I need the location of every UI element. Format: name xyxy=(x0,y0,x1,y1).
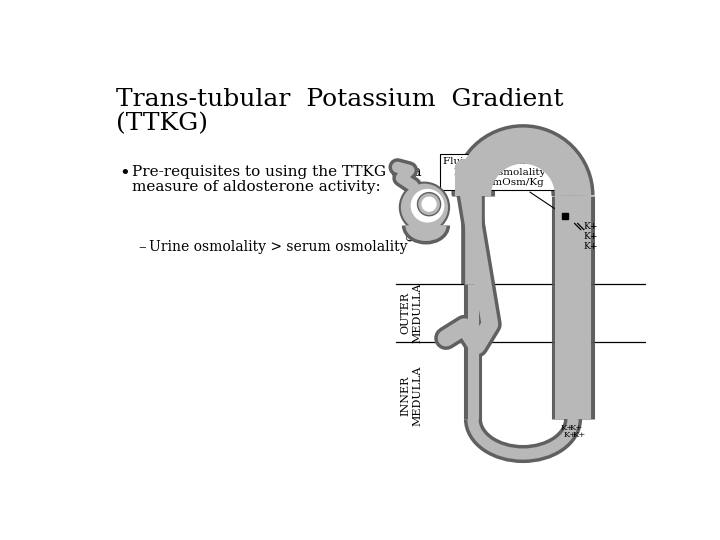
Text: K+: K+ xyxy=(570,424,582,432)
Circle shape xyxy=(411,190,444,222)
Circle shape xyxy=(400,183,449,232)
Text: OUTER
MEDULLA: OUTER MEDULLA xyxy=(400,283,422,343)
Text: K+: K+ xyxy=(584,242,598,251)
Text: Urine osmolality > serum osmolality: Urine osmolality > serum osmolality xyxy=(149,240,408,254)
Text: Trans-tubular  Potassium  Gradient: Trans-tubular Potassium Gradient xyxy=(117,88,564,111)
Text: measure of aldosterone activity:: measure of aldosterone activity: xyxy=(132,180,381,194)
Circle shape xyxy=(422,197,436,211)
Text: CORTEX: CORTEX xyxy=(406,192,416,241)
Text: K+: K+ xyxy=(563,431,577,439)
Text: K+: K+ xyxy=(584,232,598,241)
Text: INNER
MEDULLA: INNER MEDULLA xyxy=(400,366,422,426)
Text: K+: K+ xyxy=(572,431,586,439)
Text: Fluid leaving the LoH
has an osmolality
of 100 mOsm/Kg: Fluid leaving the LoH has an osmolality … xyxy=(443,157,563,214)
Text: –: – xyxy=(138,240,145,254)
Text: K+: K+ xyxy=(560,424,574,432)
Circle shape xyxy=(418,193,441,215)
Text: (TTKG): (TTKG) xyxy=(117,112,209,136)
Text: •: • xyxy=(120,165,130,183)
Text: K+: K+ xyxy=(584,222,598,231)
Text: Pre-requisites to using the TTKG as a: Pre-requisites to using the TTKG as a xyxy=(132,165,421,179)
